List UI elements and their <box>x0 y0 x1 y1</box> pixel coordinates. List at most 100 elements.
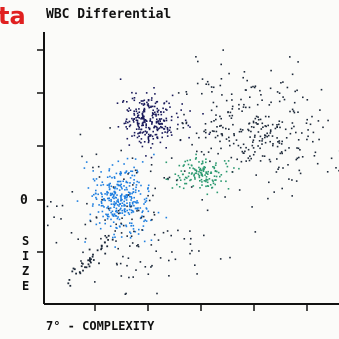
scatter-point <box>113 177 116 179</box>
scatter-point <box>100 184 102 187</box>
scatter-point <box>144 121 146 124</box>
scatter-point <box>286 86 289 89</box>
scatter-point <box>146 101 148 104</box>
scatter-point <box>127 191 130 194</box>
scatter-point <box>264 141 267 144</box>
scatter-point <box>153 87 155 89</box>
scatter-point <box>120 149 122 152</box>
scatter-point <box>107 205 109 208</box>
scatter-point <box>126 109 129 111</box>
scatter-point <box>116 200 118 202</box>
scatter-point <box>182 173 184 176</box>
scatter-point <box>147 136 150 138</box>
scatter-point <box>201 78 204 80</box>
scatter-point <box>128 107 130 109</box>
scatter-point <box>133 97 136 99</box>
scatter-point <box>217 171 220 174</box>
scatter-point <box>143 198 146 201</box>
scatter-point <box>94 281 96 283</box>
scatter-point <box>266 132 268 135</box>
scatter-point <box>73 268 76 271</box>
scatter-point <box>50 201 52 203</box>
scatter-point <box>205 178 208 181</box>
scatter-point <box>259 147 261 150</box>
scatter-point <box>194 158 197 160</box>
scatter-point <box>171 251 173 253</box>
scatter-point <box>127 257 130 259</box>
scatter-point <box>126 195 129 198</box>
scatter-point <box>83 167 86 169</box>
scatter-point <box>121 202 124 204</box>
scatter-point <box>147 184 150 187</box>
scatter-point <box>147 141 150 144</box>
scatter-point <box>130 199 132 201</box>
scatter-point <box>206 185 209 187</box>
scatter-point <box>89 260 91 263</box>
scatter-point <box>251 144 254 147</box>
scatter-point <box>205 131 207 134</box>
scatter-point <box>243 71 246 73</box>
scatter-point <box>183 164 185 166</box>
scatter-point <box>174 258 177 261</box>
scatter-point <box>200 178 203 181</box>
scatter-point <box>272 143 274 145</box>
scatter-point <box>279 126 281 129</box>
scatter-point <box>113 194 115 196</box>
scatter-point <box>95 189 97 192</box>
scatter-point <box>113 233 115 236</box>
scatter-point <box>133 131 136 134</box>
scatter-point <box>120 183 122 186</box>
scatter-point <box>306 99 309 101</box>
scatter-point <box>112 195 115 198</box>
scatter-point <box>134 207 137 210</box>
scatter-point <box>165 117 168 120</box>
scatter-point <box>170 115 173 118</box>
scatter-point <box>133 182 135 184</box>
scatter-point <box>248 129 250 132</box>
scatter-point <box>261 122 264 125</box>
scatter-point <box>153 126 155 129</box>
scatter-point <box>117 183 119 186</box>
scatter-point <box>114 246 116 248</box>
scatter-point <box>120 236 123 238</box>
scatter-point <box>284 149 287 152</box>
scatter-point <box>264 136 266 139</box>
scatter-point <box>259 160 262 162</box>
scatter-point <box>119 212 122 214</box>
scatter-point <box>254 151 256 153</box>
scatter-point <box>130 225 132 227</box>
scatter-point <box>100 237 102 240</box>
scatter-point <box>150 106 152 108</box>
scatter-point <box>150 239 153 241</box>
scatter-point <box>245 146 247 149</box>
scatter-point <box>222 126 224 129</box>
scatter-point <box>105 236 108 239</box>
scatter-point <box>214 183 216 186</box>
scatter-point <box>136 171 139 173</box>
scatter-point <box>283 98 286 101</box>
scatter-point <box>239 146 242 149</box>
scatter-point <box>198 176 201 179</box>
scatter-point <box>130 209 133 211</box>
scatter-point <box>112 236 114 239</box>
scatter-point <box>225 99 228 102</box>
scatter-point <box>252 85 254 88</box>
scatter-point <box>145 208 148 210</box>
scatter-point <box>267 197 269 200</box>
scatter-point <box>184 176 187 179</box>
scatter-point <box>87 187 90 189</box>
scatter-point <box>291 195 293 197</box>
scatter-point <box>124 195 127 198</box>
scatter-point <box>276 158 278 160</box>
scatter-point <box>282 81 284 83</box>
scatter-point <box>125 181 128 184</box>
scatter-point <box>143 141 146 143</box>
scatter-point <box>116 204 119 206</box>
scatter-point <box>254 117 257 120</box>
scatter-point <box>97 165 100 168</box>
scatter-point <box>142 121 144 124</box>
scatter-point <box>135 108 137 111</box>
scatter-point <box>131 135 133 137</box>
scatter-point <box>132 121 135 123</box>
scatter-point <box>140 184 142 187</box>
